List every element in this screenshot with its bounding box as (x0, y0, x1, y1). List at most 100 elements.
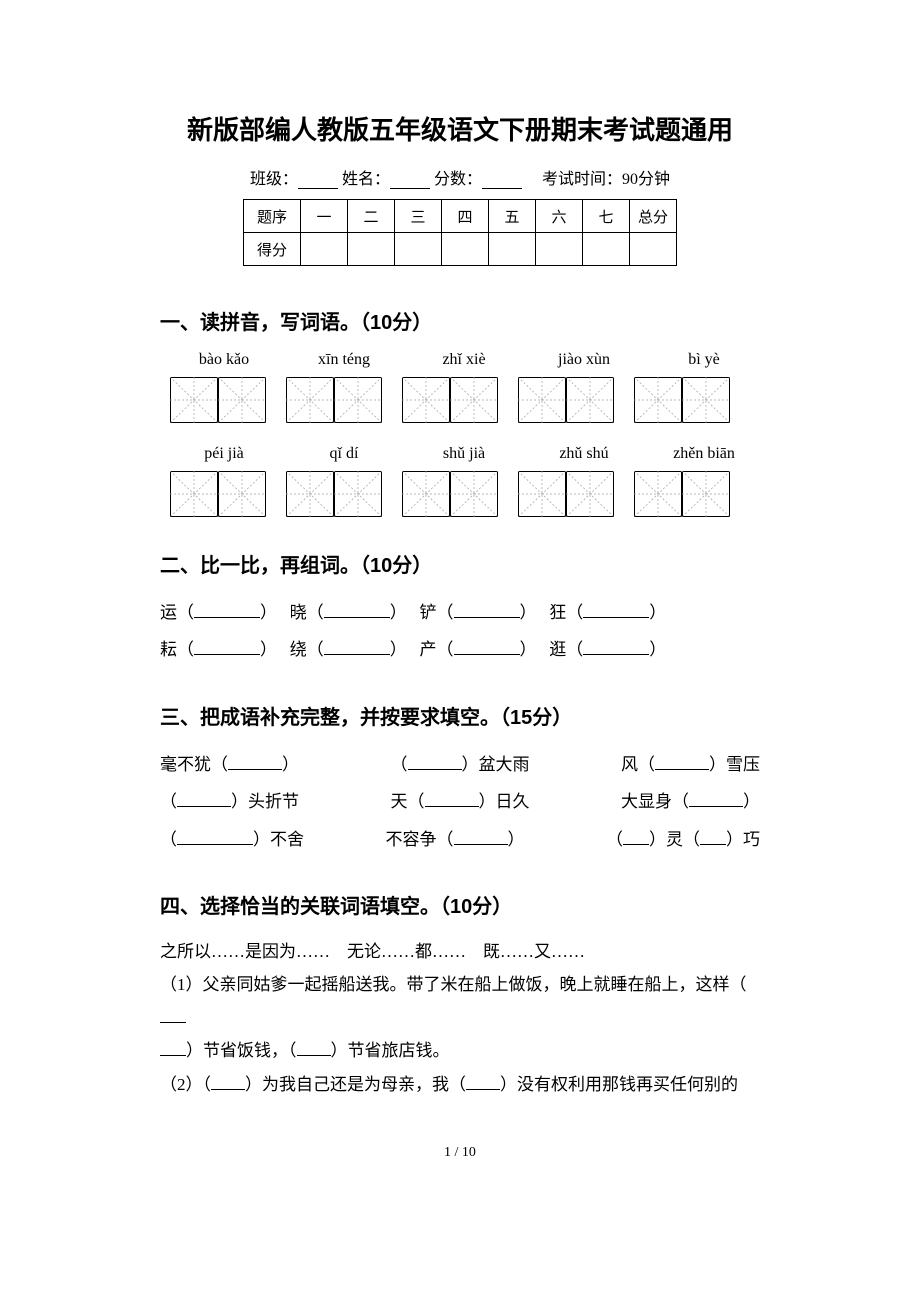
blank[interactable] (177, 828, 253, 845)
q1-cont: ）节省饭钱，（ ）节省旅店钱。 (160, 1034, 760, 1067)
tian-box[interactable] (518, 471, 614, 517)
pinyin: bào kǎo (178, 351, 270, 369)
tian-box[interactable] (170, 471, 266, 517)
blank[interactable] (454, 828, 508, 845)
section4-heading: 四、选择恰当的关联词语填空。（10分） (160, 890, 760, 919)
char: 逛 (549, 640, 566, 659)
blank[interactable] (655, 753, 709, 770)
tian-box[interactable] (286, 377, 382, 423)
cell: 得分 (244, 233, 301, 266)
t: （ (391, 755, 408, 774)
time-label: 考试时间：90分钟 (542, 171, 670, 188)
cell-blank[interactable] (630, 233, 677, 266)
t: ） (282, 755, 299, 774)
pinyin: shǔ jià (418, 445, 510, 463)
blank[interactable] (623, 828, 649, 845)
t: ）日久 (479, 792, 530, 811)
pair-row-2: 耘（） 绕（） 产（） 逛（） (160, 631, 760, 668)
q2: （2）（）为我自己还是为母亲，我（）没有权利用那钱再买任何别的 (160, 1068, 760, 1101)
t: 不容争（ (386, 830, 454, 849)
t: （ (606, 830, 623, 849)
blank[interactable] (700, 828, 726, 845)
t: （ (160, 830, 177, 849)
tian-box[interactable] (634, 471, 730, 517)
t: （2）（ (160, 1075, 211, 1094)
t: ）节省旅店钱。 (331, 1041, 450, 1060)
tian-box[interactable] (402, 471, 498, 517)
blank[interactable] (689, 790, 743, 807)
cell-blank[interactable] (536, 233, 583, 266)
score-value-row: 得分 (244, 233, 677, 266)
write-row-1 (170, 377, 760, 423)
blank[interactable] (454, 601, 520, 618)
t: 毫不犹（ (160, 755, 228, 774)
t: ） (508, 830, 525, 849)
blank[interactable] (408, 753, 462, 770)
score-table: 题序 一 二 三 四 五 六 七 总分 得分 (243, 199, 677, 266)
t: （ (160, 792, 177, 811)
section3-heading: 三、把成语补充完整，并按要求填空。（15分） (160, 701, 760, 730)
tian-box[interactable] (518, 377, 614, 423)
pinyin: xīn téng (298, 351, 390, 369)
tian-box[interactable] (634, 377, 730, 423)
tian-box[interactable] (286, 471, 382, 517)
blank[interactable] (194, 601, 260, 618)
blank[interactable] (583, 638, 649, 655)
blank[interactable] (297, 1039, 331, 1056)
blank[interactable] (324, 638, 390, 655)
blank[interactable] (177, 790, 231, 807)
char: 狂 (549, 603, 566, 622)
cell-blank[interactable] (583, 233, 630, 266)
pinyin: jiào xùn (538, 351, 630, 369)
t: ）节省饭钱，（ (186, 1041, 297, 1060)
t: （1）父亲同姑爹一起摇船送我。带了米在船上做饭，晚上就睡在船上，这样（ (160, 975, 747, 994)
write-row-2 (170, 471, 760, 517)
pinyin-row-1: bào kǎo xīn téng zhǐ xiè jiào xùn bì yè (178, 351, 760, 369)
blank[interactable] (583, 601, 649, 618)
score-label: 分数： (434, 171, 482, 188)
char: 运 (160, 603, 177, 622)
page-footer: 1 / 10 (160, 1145, 760, 1161)
char: 耘 (160, 640, 177, 659)
cell: 四 (442, 200, 489, 233)
blank[interactable] (160, 1006, 186, 1023)
t: ）灵（ (649, 830, 700, 849)
cell-blank[interactable] (348, 233, 395, 266)
pinyin: péi jià (178, 445, 270, 463)
score-blank[interactable] (482, 172, 522, 189)
meta-line: 班级： 姓名： 分数： 考试时间：90分钟 (160, 165, 760, 189)
blank[interactable] (211, 1073, 245, 1090)
tian-box[interactable] (402, 377, 498, 423)
blank[interactable] (324, 601, 390, 618)
blank[interactable] (466, 1073, 500, 1090)
exam-page: 新版部编人教版五年级语文下册期末考试题通用 班级： 姓名： 分数： 考试时间：9… (0, 0, 920, 1221)
blank[interactable] (194, 638, 260, 655)
t: ）不舍 (253, 830, 304, 849)
blank[interactable] (160, 1039, 186, 1056)
idiom-row-1: 毫不犹（） （）盆大雨 风（）雪压 (160, 746, 760, 783)
cell: 三 (395, 200, 442, 233)
blank[interactable] (454, 638, 520, 655)
blank[interactable] (425, 790, 479, 807)
t: ）雪压 (709, 755, 760, 774)
t: 风（ (621, 755, 655, 774)
cell-blank[interactable] (301, 233, 348, 266)
page-title: 新版部编人教版五年级语文下册期末考试题通用 (160, 110, 760, 147)
pair-row-1: 运（） 晓（） 铲（） 狂（） (160, 594, 760, 631)
cell-blank[interactable] (489, 233, 536, 266)
blank[interactable] (228, 753, 282, 770)
t: ）为我自己还是为母亲，我（ (245, 1075, 466, 1094)
pinyin: zhěn biān (658, 445, 750, 463)
cell: 总分 (630, 200, 677, 233)
name-blank[interactable] (390, 172, 430, 189)
pinyin-row-2: péi jià qǐ dí shǔ jià zhǔ shú zhěn biān (178, 445, 760, 463)
cell-blank[interactable] (395, 233, 442, 266)
t: ） (743, 792, 760, 811)
tian-box[interactable] (170, 377, 266, 423)
cell-blank[interactable] (442, 233, 489, 266)
class-blank[interactable] (298, 172, 338, 189)
pinyin: bì yè (658, 351, 750, 369)
cell: 一 (301, 200, 348, 233)
cell: 题序 (244, 200, 301, 233)
options-line: 之所以……是因为…… 无论……都…… 既……又…… (160, 935, 760, 968)
